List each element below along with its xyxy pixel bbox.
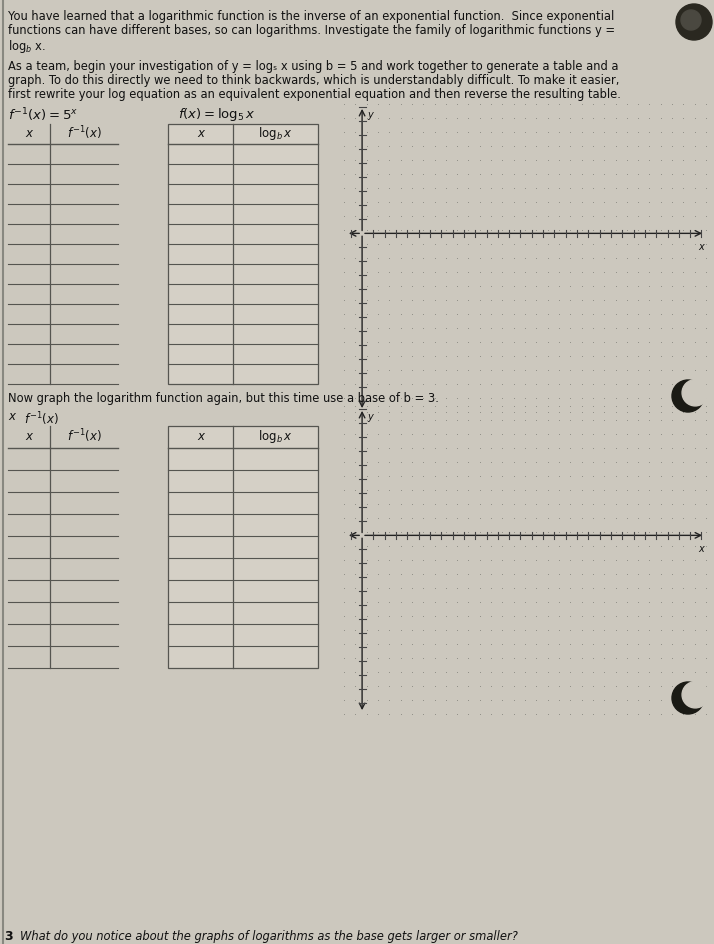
Text: x: x [197, 127, 204, 140]
Circle shape [681, 10, 701, 30]
Circle shape [672, 682, 704, 714]
Circle shape [676, 4, 712, 40]
Text: $f^{-1}(x)$: $f^{-1}(x)$ [66, 428, 101, 446]
Text: x: x [698, 243, 704, 252]
Text: What do you notice about the graphs of logarithms as the base gets larger or sma: What do you notice about the graphs of l… [20, 930, 518, 943]
Text: first rewrite your log equation as an equivalent exponential equation and then r: first rewrite your log equation as an eq… [8, 88, 621, 101]
Text: functions can have different bases, so can logarithms. Investigate the family of: functions can have different bases, so c… [8, 24, 615, 37]
Text: $f^{-1}(x) = 5^x$: $f^{-1}(x) = 5^x$ [8, 106, 79, 124]
Circle shape [682, 379, 708, 406]
Text: log$_b$ x.: log$_b$ x. [8, 38, 46, 55]
Text: x: x [698, 545, 704, 554]
Text: y: y [367, 110, 373, 120]
Text: x: x [197, 430, 204, 443]
Bar [168, 426, 318, 668]
Text: x: x [8, 410, 15, 423]
Text: Now graph the logarithm function again, but this time use a base of b = 3.: Now graph the logarithm function again, … [8, 392, 439, 405]
Text: You have learned that a logarithmic function is the inverse of an exponential fu: You have learned that a logarithmic func… [8, 10, 614, 23]
Text: x: x [26, 127, 33, 140]
Text: $\log_b x$: $\log_b x$ [258, 126, 293, 143]
Text: $f^{-1}(x)$: $f^{-1}(x)$ [24, 410, 59, 428]
Text: $f(x) = \log_5 x$: $f(x) = \log_5 x$ [178, 106, 256, 123]
Text: $f^{-1}(x)$: $f^{-1}(x)$ [66, 125, 101, 143]
Text: y: y [367, 412, 373, 422]
Circle shape [672, 380, 704, 412]
Bar [168, 124, 318, 384]
Text: $\log_b x$: $\log_b x$ [258, 428, 293, 445]
Text: graph. To do this directly we need to think backwards, which is understandably d: graph. To do this directly we need to th… [8, 74, 619, 87]
Text: x: x [26, 430, 33, 443]
Circle shape [682, 682, 708, 708]
Text: 3: 3 [4, 930, 13, 943]
Text: As a team, begin your investigation of y = logₛ x using b = 5 and work together : As a team, begin your investigation of y… [8, 60, 618, 73]
